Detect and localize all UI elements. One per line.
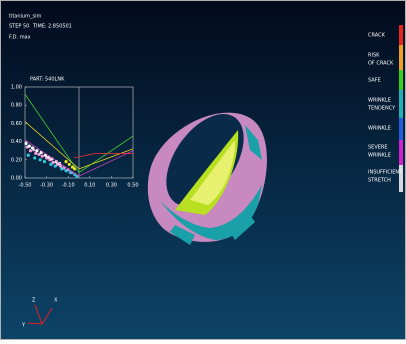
strain-point [41,155,44,158]
strain-point [29,149,32,152]
x-tick-label: 0.30 [106,183,117,189]
y-tick-label: 0.40 [11,139,22,145]
step: STEP 50 [9,24,29,30]
legend-label: RISK [368,53,380,59]
x-tick-label: 0.50 [127,183,138,189]
axis-x: X [54,298,58,304]
strain-point [35,149,38,152]
time-label: TIME: [32,24,47,30]
strain-point [27,154,30,157]
title: titanium_sim [9,14,41,20]
x-tick-label: -0.10 [62,183,75,189]
legend-label: OF CRACK [368,61,394,67]
legend-swatch [399,90,403,118]
y-tick-label: 0.80 [11,103,22,109]
time: 2.850501 [48,24,72,30]
strain-point [68,163,71,166]
strain-point [31,146,34,149]
legend-label: STRETCH [368,178,391,184]
legend-label: WRINKLE [368,153,391,159]
legend-swatch [399,118,403,140]
strain-point [59,165,62,168]
part-label: PART: 540LNK [30,77,65,83]
strain-point [28,145,31,148]
y-tick-label: 0.20 [11,157,22,163]
strain-point [34,152,37,155]
legend-swatch [399,70,403,90]
legend-label: INSUFFICIENT [368,170,403,176]
axis-z: Z [32,298,36,304]
legend-label: WRINKLE [368,98,391,104]
strain-point [60,167,63,170]
legend-swatch [399,45,403,70]
x-tick-label: -0.50 [19,183,32,189]
strain-point [43,160,46,163]
y-tick-label: 0.60 [11,121,22,127]
strain-point [49,163,52,166]
legend-swatch [399,140,403,165]
y-tick-label: 0.00 [11,176,22,182]
strain-point [64,160,67,163]
strain-point [64,169,67,172]
variable: F.D. max [9,35,31,41]
legend-label: WRINKLE [368,126,391,132]
x-tick-label: 0.10 [84,183,95,189]
legend-swatch [399,25,403,45]
legend-label: SAFE [368,78,381,84]
legend-label: SEVERE [368,145,388,151]
viewport: titanium_sim STEP 50 TIME: 2.850501 F.D.… [0,0,406,340]
strain-point [39,158,42,161]
y-tick-label: 1.00 [11,85,22,91]
strain-point [54,165,57,168]
strain-point [33,156,36,159]
legend-label: TENDENCY [367,106,396,112]
legend-label: CRACK [368,33,386,39]
x-tick-label: -0.30 [40,183,53,189]
strain-point [24,142,27,145]
